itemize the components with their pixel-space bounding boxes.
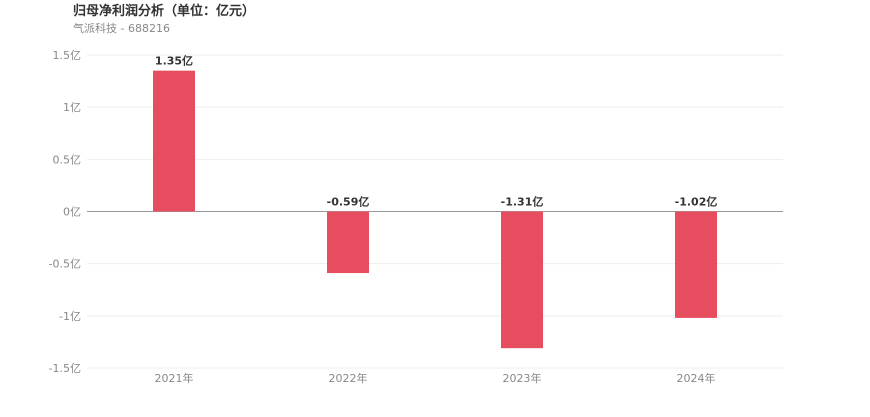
x-tick-label: 2024年 — [677, 371, 716, 385]
chart-title: 归母净利润分析（单位：亿元） — [73, 4, 256, 19]
x-tick-label: 2023年 — [503, 371, 542, 385]
bar — [327, 211, 369, 274]
x-tick-label: 2021年 — [155, 371, 194, 385]
y-tick-label: -0.5亿 — [49, 258, 81, 271]
data-label: -0.59亿 — [327, 195, 370, 209]
x-tick-label: 2022年 — [329, 371, 368, 385]
bar — [501, 211, 543, 349]
y-tick-label: 0.5亿 — [53, 153, 82, 166]
y-tick-label: -1.5亿 — [49, 362, 81, 375]
data-label: -1.31亿 — [501, 195, 544, 209]
bar — [153, 70, 195, 212]
data-label: -1.02亿 — [675, 195, 718, 209]
y-tick-label: -1亿 — [59, 310, 81, 323]
bar — [675, 211, 717, 318]
chart-subtitle: 气派科技 - 688216 — [73, 22, 170, 35]
y-tick-label: 1亿 — [63, 101, 81, 114]
y-tick-label: 1.5亿 — [53, 49, 82, 62]
data-label: 1.35亿 — [155, 54, 193, 68]
y-tick-label: 0亿 — [63, 206, 81, 219]
